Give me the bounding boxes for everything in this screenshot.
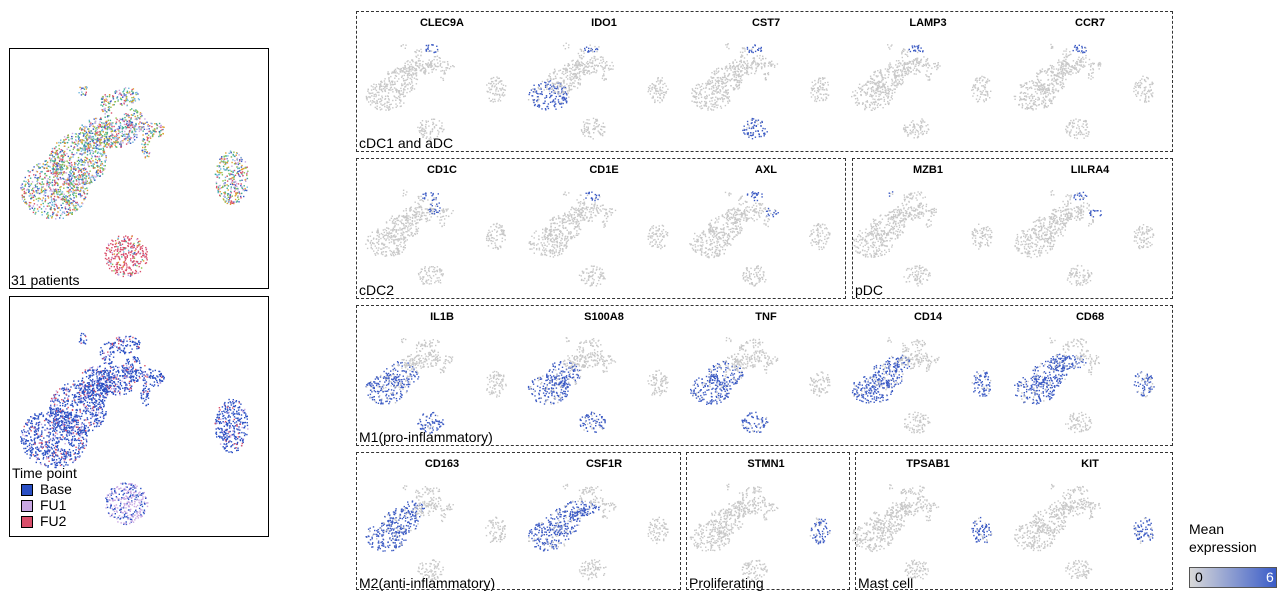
gene-title: CLEC9A (419, 17, 464, 29)
colorbar-max-label: 6 (1266, 569, 1274, 585)
gene-title: KIT (1081, 458, 1099, 470)
group-box-mast: Mast cell (855, 452, 1173, 591)
patients-label: 31 patients (11, 272, 80, 288)
gene-title: CSF1R (585, 458, 623, 470)
gene-title: TPSAB1 (906, 458, 950, 470)
gene-title: CCR7 (1075, 17, 1105, 29)
group-box-cdc1: cDC1 and aDC (356, 11, 1173, 152)
colorbar-title-line1: Mean (1189, 521, 1225, 537)
patients-umap-panel: 31 patients (9, 48, 269, 289)
gene-title: CD163 (424, 458, 460, 470)
group-label-pdc: pDC (855, 282, 884, 298)
gene-title: AXL (755, 164, 777, 176)
group-box-m1: M1(pro-inflammatory) (356, 305, 1173, 446)
group-box-m2: M2(anti-inflammatory) (356, 452, 681, 591)
legend-label-fu2: FU2 (40, 513, 67, 529)
gene-title: CD68 (1075, 311, 1105, 323)
group-label-m2: M2(anti-inflammatory) (359, 575, 496, 591)
group-box-cdc2: cDC2 (356, 158, 846, 299)
patients-umap (20, 86, 249, 278)
gene-title: STMN1 (747, 458, 785, 470)
group-label-cdc1: cDC1 and aDC (359, 135, 454, 151)
group-label-cdc2: cDC2 (359, 282, 395, 298)
group-label-mast: Mast cell (858, 575, 914, 591)
gene-title: MZB1 (913, 164, 943, 176)
gene-title: LILRA4 (1070, 164, 1110, 176)
legend-swatch-fu2 (21, 516, 33, 528)
legend-label-fu1: FU1 (40, 497, 67, 513)
legend-swatch-base (21, 484, 33, 496)
gene-title: CD14 (913, 311, 943, 323)
gene-title: CD1C (427, 164, 457, 176)
gene-title: CST7 (751, 17, 781, 29)
gene-title: CD1E (589, 164, 619, 176)
legend-label-base: Base (40, 481, 72, 497)
timepoint-umap-panel: Time point Base FU1 FU2 (9, 296, 269, 537)
gene-title: LAMP3 (909, 17, 947, 29)
legend-swatch-fu1 (21, 500, 33, 512)
colorbar-title-line2: expression (1189, 539, 1257, 555)
gene-title: IDO1 (591, 17, 617, 29)
colorbar-min-label: 0 (1195, 569, 1203, 585)
group-label-proliferating: Proliferating (689, 575, 764, 591)
gene-title: IL1B (430, 311, 454, 323)
gene-title: S100A8 (584, 311, 624, 323)
group-label-m1: M1(pro-inflammatory) (359, 429, 493, 445)
gene-title: TNF (755, 311, 777, 323)
group-box-pdc: pDC (852, 158, 1173, 299)
legend-title: Time point (12, 465, 77, 481)
group-box-proliferating: Proliferating (686, 452, 850, 591)
